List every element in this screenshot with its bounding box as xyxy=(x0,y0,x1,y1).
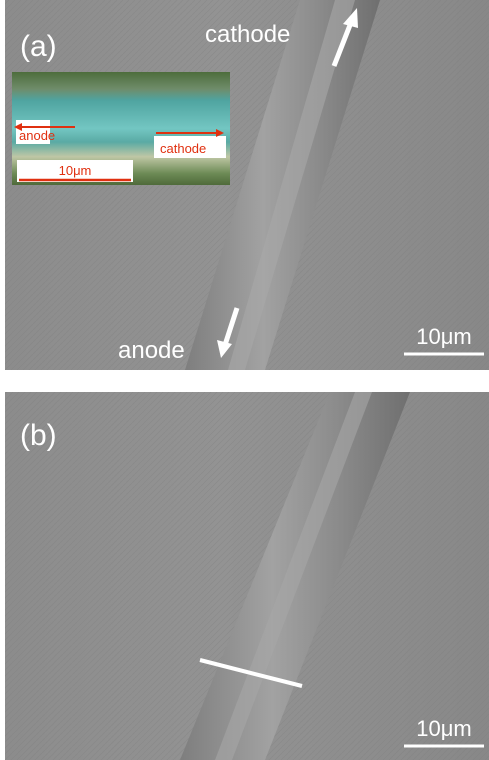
inset-scale-label: 10μm xyxy=(59,163,92,178)
scale-bar-label: 10μm xyxy=(416,716,471,741)
figure: (a) cathode anode 10μm anode cathode 10μ… xyxy=(0,0,489,760)
panel-a: (a) cathode anode 10μm anode cathode 10μ… xyxy=(5,0,489,370)
scale-bar-label: 10μm xyxy=(416,324,471,349)
inset: anode cathode 10μm xyxy=(12,72,230,185)
panel-b: (b) 10μm xyxy=(5,392,489,760)
inset-cathode-label: cathode xyxy=(160,141,206,156)
inset-anode-label: anode xyxy=(19,128,55,143)
anode-label: anode xyxy=(118,337,185,364)
cathode-label: cathode xyxy=(205,21,290,48)
panel-label: (b) xyxy=(20,419,57,452)
panel-label: (a) xyxy=(20,30,57,63)
